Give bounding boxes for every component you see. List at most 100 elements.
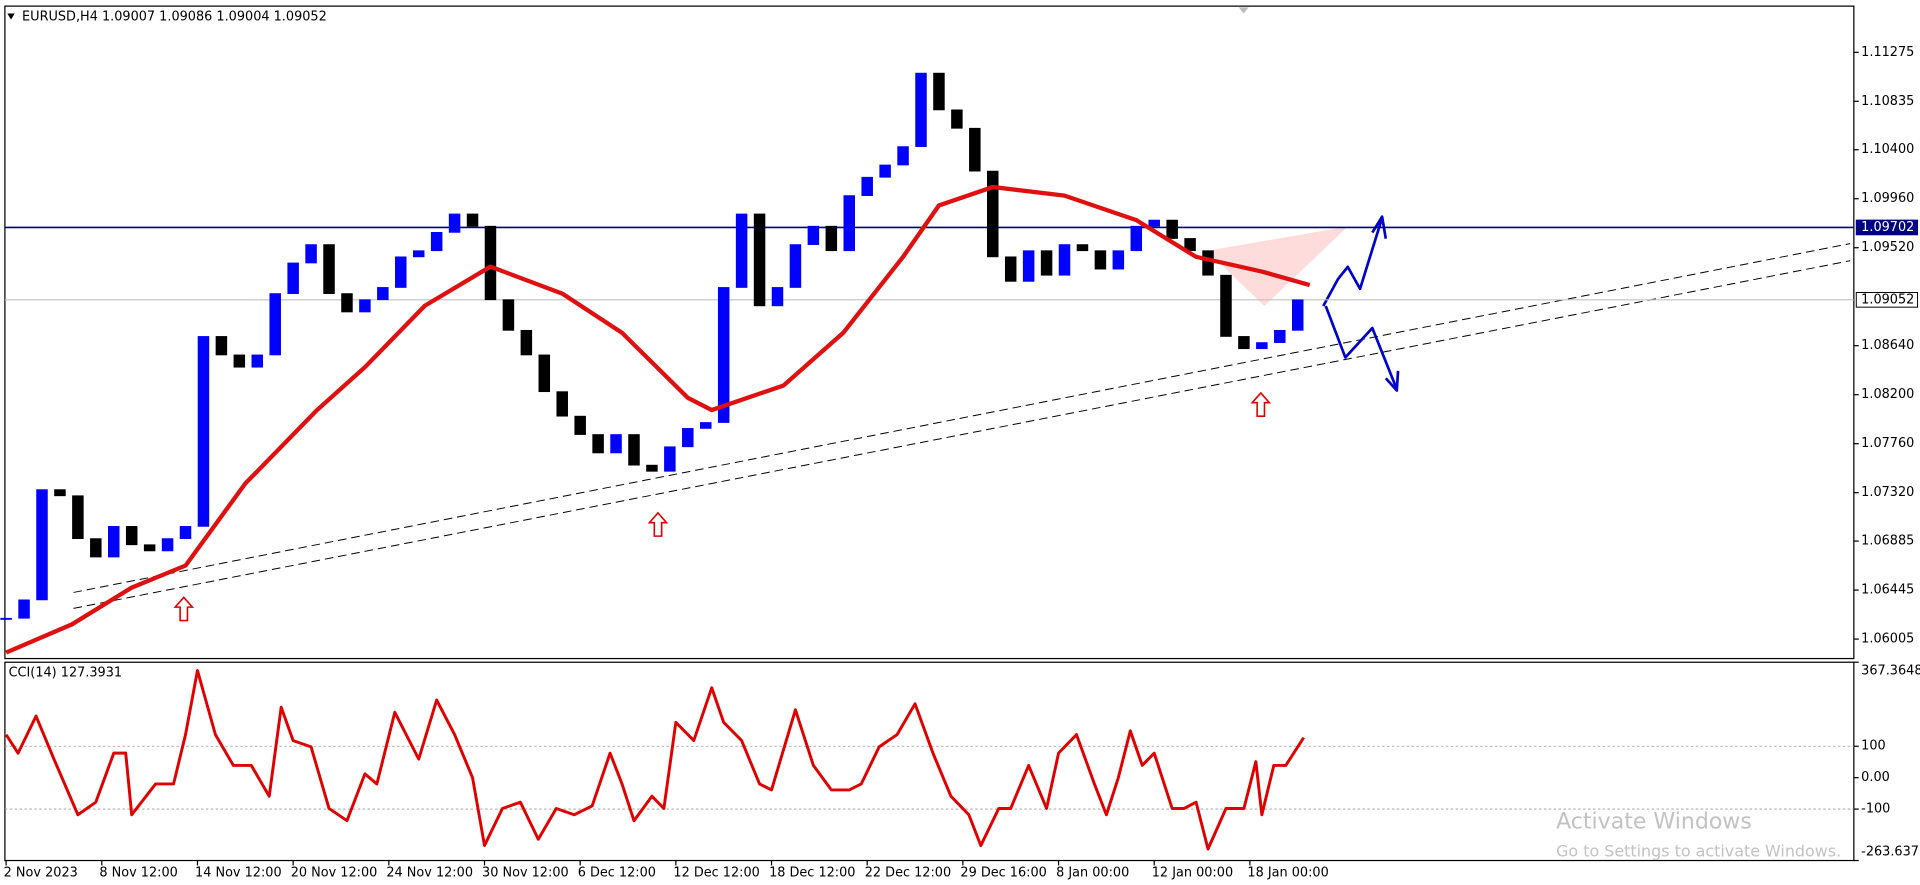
- price-level-label: 1.09052: [1861, 292, 1914, 307]
- candle: [915, 72, 927, 147]
- x-tick-label: 29 Dec 16:00: [960, 865, 1046, 880]
- panel-title: CCI(14) 127.3931: [9, 666, 123, 681]
- candle: [556, 391, 568, 417]
- trend-line: [73, 243, 1851, 593]
- y-tick-label: 1.06445: [1861, 583, 1914, 598]
- y-tick-label: 100: [1861, 739, 1886, 754]
- candle: [305, 244, 317, 264]
- projection-down: [1324, 305, 1399, 390]
- candle: [179, 526, 192, 540]
- x-tick-label: 6 Dec 12:00: [578, 865, 656, 880]
- candle: [897, 146, 909, 166]
- candle: [377, 287, 389, 301]
- y-tick-label: 1.07760: [1861, 436, 1914, 451]
- panel-title: EURUSD,H4 1.09007 1.09086 1.09004 1.0905…: [22, 10, 327, 25]
- candle: [933, 72, 945, 111]
- y-tick-label: 1.07320: [1861, 485, 1914, 500]
- candle: [592, 434, 604, 454]
- price-level-box: [1855, 291, 1919, 308]
- up-arrow: [173, 596, 195, 622]
- candle: [233, 354, 246, 368]
- candle: [1220, 274, 1232, 337]
- x-tick-label: 18 Dec 12:00: [769, 865, 855, 880]
- y-tick-label: 1.10400: [1861, 142, 1914, 157]
- x-tick-label: 8 Nov 12:00: [99, 865, 177, 880]
- candle: [699, 422, 712, 429]
- candle: [251, 354, 264, 368]
- candle: [951, 109, 963, 129]
- x-tick-label: 2 Nov 2023: [4, 865, 78, 880]
- candle: [466, 213, 479, 227]
- y-tick-label: 1.06005: [1861, 632, 1914, 647]
- candle: [125, 526, 138, 546]
- candle: [646, 464, 658, 472]
- candle: [287, 262, 299, 294]
- x-tick-label: 12 Dec 12:00: [673, 865, 759, 880]
- y-tick-label: 0.00: [1861, 770, 1890, 785]
- candle: [879, 164, 891, 178]
- x-tick-label: 18 Jan 00:00: [1247, 865, 1328, 880]
- candle: [1274, 329, 1286, 343]
- candle: [395, 256, 407, 288]
- y-tick-label: 1.09520: [1861, 240, 1914, 255]
- candle: [143, 544, 156, 552]
- candle: [359, 299, 371, 313]
- price-level-box: [1855, 219, 1919, 236]
- y-tick-label: -100: [1861, 802, 1890, 817]
- candle: [1058, 244, 1071, 276]
- candle: [448, 213, 461, 233]
- candle: [215, 336, 228, 356]
- candle: [1004, 256, 1017, 282]
- candle: [753, 213, 766, 307]
- watermark-title: Activate Windows: [1556, 810, 1752, 835]
- candle: [430, 231, 443, 252]
- candle: [1076, 244, 1089, 252]
- x-tick-label: 30 Nov 12:00: [482, 865, 569, 880]
- y-tick-label: 1.09960: [1861, 191, 1914, 206]
- y-tick-label: 1.08640: [1861, 338, 1914, 353]
- candle: [1130, 225, 1143, 252]
- up-arrow: [647, 511, 669, 537]
- price-level-label: 1.09702: [1861, 220, 1914, 235]
- title-marker: [7, 13, 15, 20]
- price-panel-frame: [4, 5, 1855, 660]
- trend-line: [73, 260, 1851, 609]
- candle: [664, 446, 676, 472]
- candle: [1202, 250, 1214, 276]
- candle: [412, 250, 425, 258]
- candle: [72, 495, 84, 540]
- candle: [36, 489, 48, 601]
- x-tick-label: 20 Nov 12:00: [291, 865, 378, 880]
- candle: [18, 599, 30, 619]
- candle: [323, 244, 335, 294]
- candle: [0, 617, 12, 620]
- candle: [717, 287, 730, 423]
- candle: [843, 195, 856, 252]
- y-tick-label: 1.10835: [1861, 94, 1914, 109]
- candle: [771, 287, 784, 307]
- candle: [197, 336, 210, 527]
- candle: [1148, 219, 1160, 227]
- candle: [520, 329, 533, 356]
- candle: [574, 415, 586, 435]
- candle: [1022, 250, 1035, 282]
- candle: [1238, 336, 1250, 350]
- moving-average: [5, 184, 1311, 655]
- candle: [1040, 250, 1053, 276]
- y-tick-label: 367.3648: [1861, 663, 1920, 678]
- candle: [861, 176, 873, 196]
- candle: [735, 213, 748, 288]
- projection-up: [1322, 217, 1384, 307]
- candle: [54, 489, 66, 497]
- candle: [1166, 219, 1178, 239]
- y-tick-label: 1.08200: [1861, 387, 1914, 402]
- candle: [1094, 250, 1107, 270]
- candle: [502, 299, 515, 331]
- candle: [969, 127, 981, 172]
- pattern-shade: [1206, 226, 1348, 307]
- x-tick-label: 12 Jan 00:00: [1152, 865, 1233, 880]
- candle: [789, 244, 802, 288]
- candle: [484, 225, 497, 301]
